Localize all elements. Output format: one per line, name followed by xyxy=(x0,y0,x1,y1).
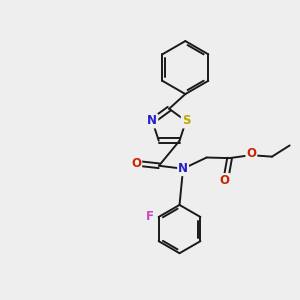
Text: S: S xyxy=(182,115,190,128)
Text: N: N xyxy=(147,115,157,128)
Text: O: O xyxy=(220,174,230,187)
Text: O: O xyxy=(246,147,256,160)
Text: N: N xyxy=(178,162,188,175)
Text: O: O xyxy=(131,157,141,170)
Text: F: F xyxy=(146,211,154,224)
